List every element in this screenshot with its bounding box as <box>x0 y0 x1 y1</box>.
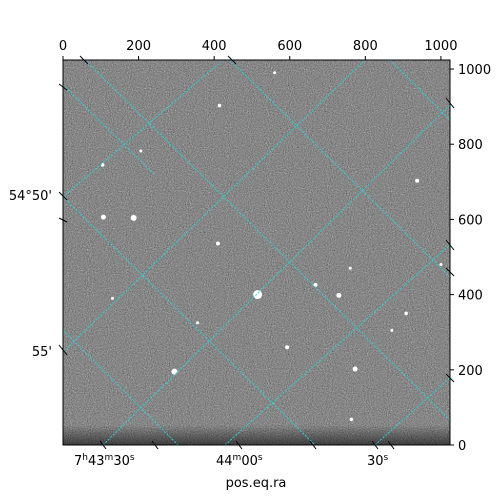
star-source <box>348 266 352 270</box>
grid-line <box>84 60 450 421</box>
star-source <box>439 263 443 267</box>
grid-line <box>63 60 224 198</box>
ra-tick-label: 44m00s <box>216 453 263 469</box>
star-sources <box>100 71 443 422</box>
top-tick-label: 1000 <box>424 39 457 54</box>
grid-line <box>229 60 450 278</box>
ra-tick-label: 7h43m30s <box>74 453 135 469</box>
star-source <box>139 149 143 153</box>
top-axis: 0 200 400 600 800 1000 <box>59 39 457 60</box>
right-tick-label: 0 <box>458 439 466 454</box>
plot-frame <box>62 59 451 446</box>
grid-line <box>63 196 316 445</box>
grid-line <box>224 244 450 445</box>
grid-line <box>374 377 450 445</box>
grid-line <box>63 60 366 353</box>
top-tick-label: 800 <box>353 39 378 54</box>
right-axis: 0 200 400 600 800 1000 <box>450 63 491 454</box>
right-tick-label: 400 <box>458 289 483 304</box>
grid-line <box>63 84 156 176</box>
grid-line <box>63 329 179 445</box>
world-ticks <box>58 55 455 450</box>
star-source <box>217 103 222 108</box>
star-source <box>100 214 106 220</box>
dec-tick-label: 55' <box>32 345 52 360</box>
star-source <box>349 417 354 422</box>
star-source <box>415 178 420 183</box>
dec-tick-label: 54°50' <box>9 189 52 204</box>
ra-tick-label: 30s <box>367 453 389 469</box>
top-tick-label: 0 <box>59 39 67 54</box>
sky-image <box>63 60 450 445</box>
grid-line <box>102 104 450 445</box>
right-tick-label: 1000 <box>458 63 491 78</box>
right-tick-label: 800 <box>458 138 483 153</box>
x-axis-title: pos.eq.ra <box>226 476 287 491</box>
right-tick-label: 200 <box>458 364 483 379</box>
star-source <box>273 71 277 75</box>
right-tick-label: 600 <box>458 213 483 228</box>
star-source <box>196 321 200 325</box>
top-tick-label: 600 <box>277 39 302 54</box>
star-source <box>404 311 408 316</box>
grid-line <box>389 60 450 121</box>
star-source <box>285 345 290 350</box>
coordinate-grid <box>63 60 450 445</box>
star-source <box>352 366 358 372</box>
star-source <box>336 292 342 298</box>
star-source <box>171 368 178 375</box>
star-source <box>313 282 318 287</box>
star-source <box>253 290 263 300</box>
top-tick-label: 400 <box>202 39 227 54</box>
star-source <box>130 214 137 221</box>
top-tick-label: 200 <box>126 39 151 54</box>
star-source <box>111 296 115 300</box>
star-source <box>390 328 394 332</box>
star-source <box>215 241 220 246</box>
